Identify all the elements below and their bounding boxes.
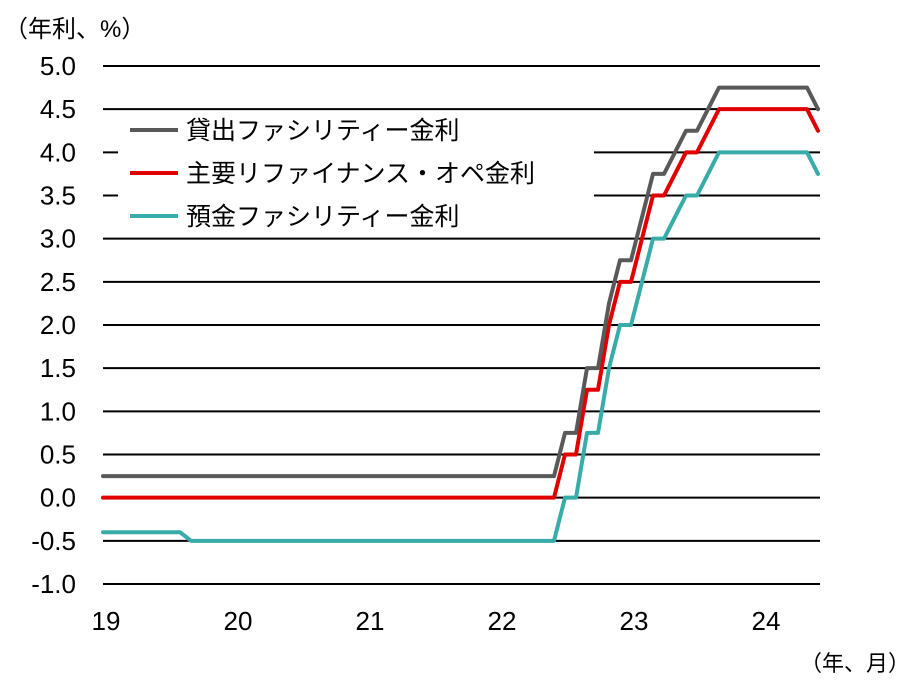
x-tick-label: 19 [92,606,121,636]
legend-label-lending-rate: 貸出ファシリティー金利 [186,117,460,145]
x-tick-label: 20 [224,606,253,636]
y-tick-label: 2.0 [40,310,76,340]
y-tick-label: -0.5 [31,526,76,556]
y-tick-label: 4.5 [40,94,76,124]
y-tick-label: 0.0 [40,483,76,513]
y-axis-title: （年利、%） [4,16,145,43]
y-tick-labels: 5.0 4.5 4.0 3.5 3.0 2.5 2.0 1.5 1.0 0.5 0.0 -0.5 -1.… [31,51,76,599]
legend-background [118,113,594,233]
legend-item-deposit-rate: 預金ファシリティー金利 [130,203,460,231]
legend-label-main-refinancing-rate: 主要リファイナンス・オペ金利 [186,160,535,188]
y-tick-label: 3.0 [40,224,76,254]
y-tick-label: 4.0 [40,137,76,167]
series-line-2 [101,150,820,543]
y-tick-label: 1.5 [40,353,76,383]
x-tick-label: 21 [356,606,385,636]
series-line-1 [101,107,820,500]
x-tick-labels: 19 20 21 22 23 24 [92,606,781,636]
series-line-0 [101,85,820,479]
y-tick-label: 0.5 [40,440,76,470]
legend-label-deposit-rate: 預金ファシリティー金利 [186,203,460,231]
y-tick-label: 5.0 [40,51,76,81]
legend-item-main-refinancing-rate: 主要リファイナンス・オペ金利 [130,160,535,188]
y-tick-label: 2.5 [40,267,76,297]
x-axis-title: （年、月） [800,651,910,676]
y-tick-label: 1.0 [40,396,76,426]
legend-item-lending-rate: 貸出ファシリティー金利 [130,117,460,145]
series-lines [101,85,820,543]
x-tick-label: 23 [620,606,649,636]
y-tick-label: -1.0 [31,569,76,599]
x-tick-label: 24 [752,606,781,636]
legend: 貸出ファシリティー金利 主要リファイナンス・オペ金利 預金ファシリティー金利 [118,113,594,233]
y-tick-label: 3.5 [40,181,76,211]
x-tick-label: 22 [488,606,517,636]
